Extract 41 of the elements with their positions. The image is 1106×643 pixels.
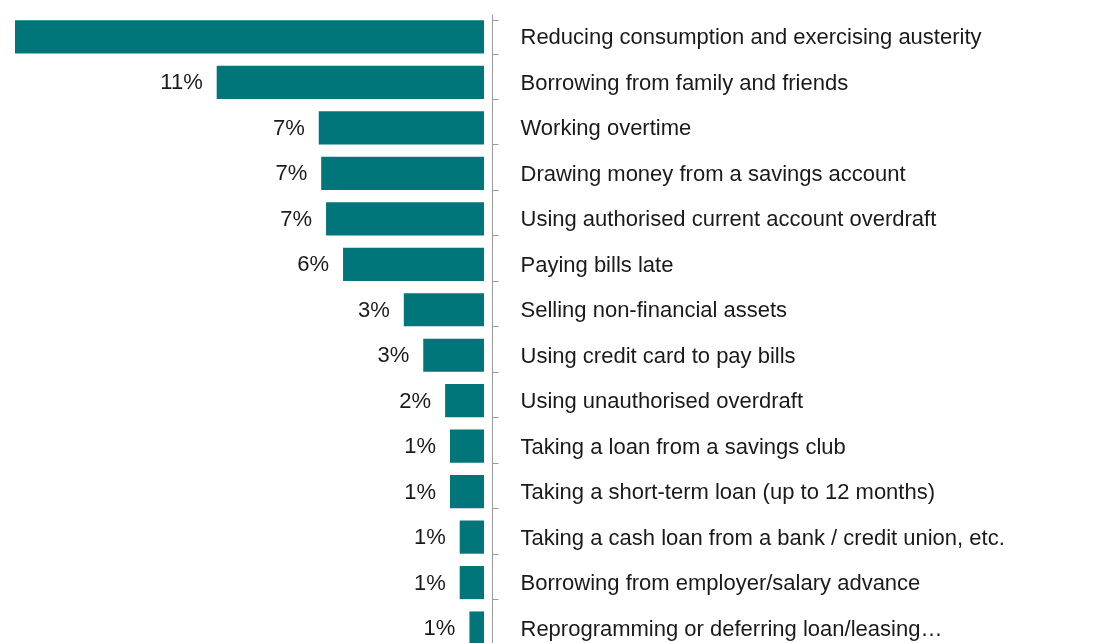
- data-label: 3%: [377, 342, 410, 368]
- bar: [326, 202, 484, 236]
- y-tick-label: Paying bills late: [520, 251, 674, 277]
- bar: [321, 156, 484, 190]
- y-tick-label: Borrowing from employer/salary advance: [520, 570, 921, 596]
- y-tick-label: Drawing money from a savings account: [520, 160, 906, 186]
- data-label: 1%: [404, 478, 436, 504]
- bar: [445, 384, 484, 418]
- data-label: 1%: [423, 615, 456, 641]
- data-label: 1%: [404, 433, 436, 459]
- data-label: 1%: [413, 524, 446, 550]
- data-label: 2%: [399, 387, 432, 413]
- bar: [216, 65, 484, 100]
- data-label: 7%: [275, 160, 308, 186]
- bar: [459, 520, 484, 554]
- data-label: 7%: [272, 114, 305, 140]
- y-tick-label: Reprogramming or deferring loan/leasing…: [520, 615, 943, 641]
- data-label: 11%: [160, 69, 203, 95]
- bar: [423, 338, 484, 372]
- bar: [403, 293, 484, 327]
- bar: [469, 611, 484, 643]
- y-tick-label: Borrowing from family and friends: [520, 69, 849, 95]
- y-tick-label: Taking a short-term loan (up to 12 months): [520, 479, 936, 505]
- y-tick-label: Working overtime: [520, 115, 692, 141]
- data-label: 1%: [413, 569, 446, 595]
- y-tick-label: Selling non-financial assets: [520, 297, 788, 323]
- y-tick-label: Using authorised current account overdraft: [520, 206, 937, 232]
- bar: [449, 429, 484, 463]
- bar: [449, 475, 484, 509]
- bar: [15, 20, 484, 54]
- y-tick-label: Taking a cash loan from a bank / credit union, etc.: [520, 524, 1005, 550]
- y-tick-label: Using credit card to pay bills: [520, 342, 796, 368]
- bar: [318, 111, 484, 145]
- bar: [459, 565, 484, 600]
- y-tick-label: Using unauthorised overdraft: [520, 388, 803, 414]
- y-tick-label: Reducing consumption and exercising austerity: [520, 24, 982, 50]
- bar: [343, 247, 484, 281]
- data-label: 3%: [358, 296, 390, 322]
- data-label: 7%: [280, 205, 313, 231]
- y-tick-label: Taking a loan from a savings club: [520, 433, 846, 459]
- data-label: 6%: [297, 251, 330, 277]
